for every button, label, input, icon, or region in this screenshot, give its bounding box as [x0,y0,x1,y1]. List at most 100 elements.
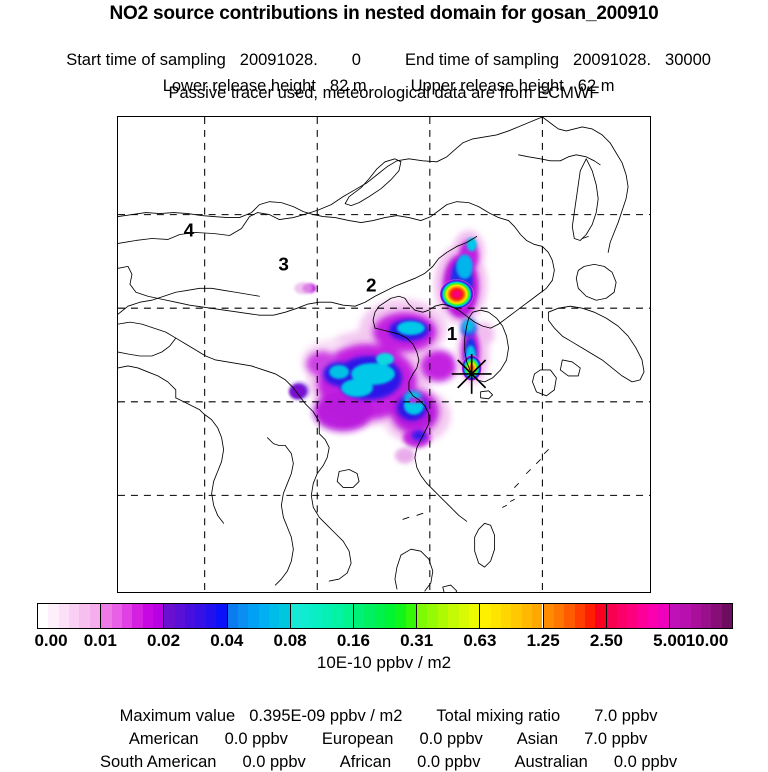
colorbar-step-2-1 [174,604,186,628]
colorbar-step-1-4 [142,604,153,628]
colorbar-step-9-0 [606,604,618,628]
colorbar-step-2-0 [164,604,175,628]
region-name-south-american: South American [100,753,217,771]
colorbar-step-1-0 [101,604,112,628]
colorbar-step-7-0 [480,604,491,628]
colorbar-step-7-2 [501,604,512,628]
colorbar-tick-9: 2.50 [589,631,623,650]
colorbar-step-10-3 [700,604,712,628]
colorbar-step-4-5 [342,604,353,628]
tracer-note: Passive tracer used, meteorological data… [168,84,600,102]
colorbar-step-5-4 [395,604,406,628]
day-label-2: 2 [366,275,377,296]
colorbar-step-8-3 [574,604,585,628]
colorbar-step-7-4 [521,604,533,628]
end-time-label: End time of sampling [404,51,560,69]
colorbar-segment-7 [480,604,544,628]
colorbar-step-4-0 [290,604,302,628]
colorbar-step-8-1 [553,604,565,628]
colorbar-step-8-5 [595,604,606,628]
colorbar-segment-10 [669,604,733,628]
total-mixing-ratio-value: 7.0 ppbv [594,707,658,725]
colorbar-step-3-5 [279,604,290,628]
colorbar-tick-4: 0.08 [273,631,307,650]
max-value-value: 0.395E-09 ppbv / m2 [249,707,403,725]
colorbar-step-9-4 [648,604,659,628]
colorbar-step-1-5 [152,604,164,628]
plume-hot-core-primary [439,279,474,310]
colorbar-step-6-0 [417,604,428,628]
colorbar-step-3-2 [248,604,259,628]
colorbar-segment-0 [38,604,102,628]
stat-maximum-line: Maximum value 0.395E-09 ppbv / m2 Total mi… [0,688,768,726]
colorbar-step-7-3 [511,604,522,628]
colorbar-step-4-4 [332,604,343,628]
colorbar-step-5-2 [374,604,386,628]
colorbar-segment-8 [543,604,607,628]
colorbar-step-9-3 [637,604,649,628]
colorbar-step-4-1 [301,604,312,628]
colorbar-step-10-2 [690,604,701,628]
region-value-asian: 7.0 ppbv [584,730,648,748]
colorbar-step-9-2 [627,604,638,628]
receptor-asterisk-icon [451,354,492,394]
colorbar-segment-3 [227,604,291,628]
stat-region-row-1: American 0.0 ppbv European 0.0 ppbv Asian 7.0… [0,711,768,749]
colorbar-tick-3: 0.04 [210,631,244,650]
colorbar-step-3-3 [258,604,269,628]
colorbar-step-3-4 [269,604,280,628]
colorbar-step-3-0 [227,604,238,628]
colorbar-step-4-2 [311,604,322,628]
region-name-european: European [321,730,394,748]
start-date-value: 20091028. [239,51,318,69]
total-mixing-ratio-label: Total mixing ratio [436,707,561,725]
colorbar-segment-5 [353,604,418,628]
colorbar-step-6-2 [437,604,449,628]
colorbar-step-0-1 [48,604,59,628]
day-label-1: 1 [447,324,458,345]
region-value-american: 0.0 ppbv [224,730,288,748]
colorbar-step-8-4 [584,604,596,628]
colorbar-segment-9 [606,604,670,628]
colorbar-segment-2 [164,604,228,628]
sampling-time-line: Start time of sampling 20091028. 0 End time… [0,32,768,70]
colorbar-step-0-0 [38,604,49,628]
colorbar-step-6-1 [427,604,438,628]
trajectory-day-labels: 1 2 3 4 [184,221,458,346]
colorbar-step-7-1 [490,604,502,628]
colorbar-tick-7: 0.63 [463,631,497,650]
stat-region-row-2: South American 0.0 ppbv African 0.0 ppbv Aus… [0,734,768,772]
colorbar-step-0-3 [69,604,80,628]
colorbar-step-7-5 [532,604,543,628]
start-time-value: 0 [351,51,361,69]
lower-release-label: Lower release height [162,77,316,95]
colorbar-tick-10: 5.00 [653,631,687,650]
colorbar-step-6-4 [458,604,469,628]
graticule [118,117,650,592]
colorbar [37,603,733,629]
colorbar-step-10-5 [721,604,733,628]
colorbar-step-9-1 [617,604,628,628]
colorbar-step-2-4 [205,604,217,628]
colorbar-unit-label: 10E-10 ppbv / m2 [316,653,452,672]
colorbar-tick-2: 0.02 [146,631,181,650]
colorbar-step-5-3 [385,604,396,628]
colorbar-step-9-5 [658,604,669,628]
colorbar-step-5-5 [405,604,417,628]
colorbar-tick-6: 0.31 [400,631,434,650]
colorbar-segment-4 [290,604,354,628]
day-label-3: 3 [278,254,289,275]
colorbar-tick-1: 0.01 [83,631,117,650]
colorbar-tick-11: 10.00 [685,631,729,650]
concentration-plume [289,230,495,464]
region-value-australian: 0.0 ppbv [613,753,678,771]
colorbar-step-8-2 [564,604,575,628]
colorbar-segment-6 [417,604,481,628]
day-label-4: 4 [184,221,195,242]
colorbar-step-2-3 [195,604,206,628]
colorbar-step-2-5 [216,604,227,628]
end-time-value: 30000 [665,51,711,69]
colorbar-step-0-4 [79,604,90,628]
lower-release-value: 82 m [329,77,367,95]
colorbar-step-5-0 [353,604,365,628]
